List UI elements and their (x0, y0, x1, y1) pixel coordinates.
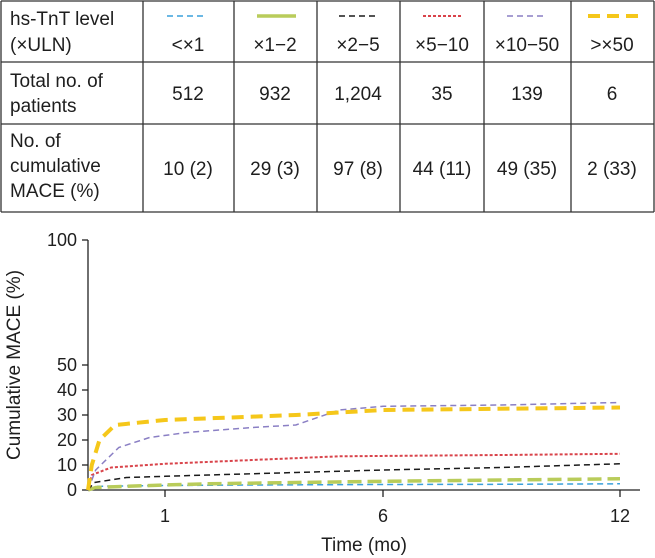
mace-1to2: 29 (3) (250, 159, 300, 180)
y-tick-label-30: 30 (57, 405, 77, 425)
y-tick-label-10: 10 (57, 455, 77, 475)
row-header-mace-line2: cumulative (10, 156, 101, 177)
y-tick-label-40: 40 (57, 380, 77, 400)
x-axis-title: Time (mo) (321, 535, 407, 556)
y-tick-label-20: 20 (57, 430, 77, 450)
mace-2to5: 97 (8) (333, 159, 383, 180)
table-grid (0, 0, 655, 213)
x-ticks: 1 6 12 (160, 490, 630, 526)
series-line-0 (87, 483, 621, 491)
patients-lt1: 512 (172, 84, 204, 105)
col-label-lt1: <×1 (172, 35, 205, 56)
row-header-mace-line3: MACE (%) (10, 181, 100, 202)
x-tick-label-6: 6 (378, 506, 388, 526)
legend-table: hs-TnT level (×ULN) Total no. of patient… (0, 0, 655, 213)
series-line-1 (87, 477, 621, 492)
patients-10to50: 139 (511, 84, 543, 105)
series-line-5 (86, 405, 621, 491)
col-label-2to5: ×2−5 (336, 35, 379, 56)
row-header-mace-line1: No. of (10, 131, 61, 152)
chart-series (86, 401, 621, 492)
y-tick-label-0: 0 (67, 480, 77, 500)
row-header-patients-line2: patients (10, 96, 77, 117)
row-header-patients-line1: Total no. of (10, 71, 104, 92)
series-line-4 (87, 401, 621, 491)
series-line-2 (87, 463, 621, 491)
y-axis-title: Cumulative MACE (%) (4, 270, 25, 460)
patients-2to5: 1,204 (334, 84, 382, 105)
patients-5to10: 35 (431, 84, 452, 105)
col-label-10to50: ×10−50 (495, 35, 559, 56)
patients-gt50: 6 (607, 84, 618, 105)
x-tick-label-12: 12 (610, 506, 630, 526)
y-ticks: 0 10 20 30 40 50 100 (47, 230, 88, 500)
mace-lt1: 10 (2) (163, 159, 213, 180)
y-tick-label-100: 100 (47, 230, 77, 250)
patients-1to2: 932 (259, 84, 291, 105)
col-label-5to10: ×5−10 (415, 35, 469, 56)
y-tick-label-50: 50 (57, 355, 77, 375)
col-label-gt50: >×50 (590, 35, 633, 56)
x-tick-label-1: 1 (160, 506, 170, 526)
row-header-level-line1: hs-TnT level (10, 9, 114, 30)
mace-10to50: 49 (35) (497, 159, 557, 180)
row-header-level-line2: (×ULN) (10, 35, 72, 56)
chart-axes (87, 240, 640, 491)
mace-gt50: 2 (33) (587, 159, 637, 180)
mace-5to10: 44 (11) (413, 159, 472, 180)
col-label-1to2: ×1−2 (253, 35, 296, 56)
